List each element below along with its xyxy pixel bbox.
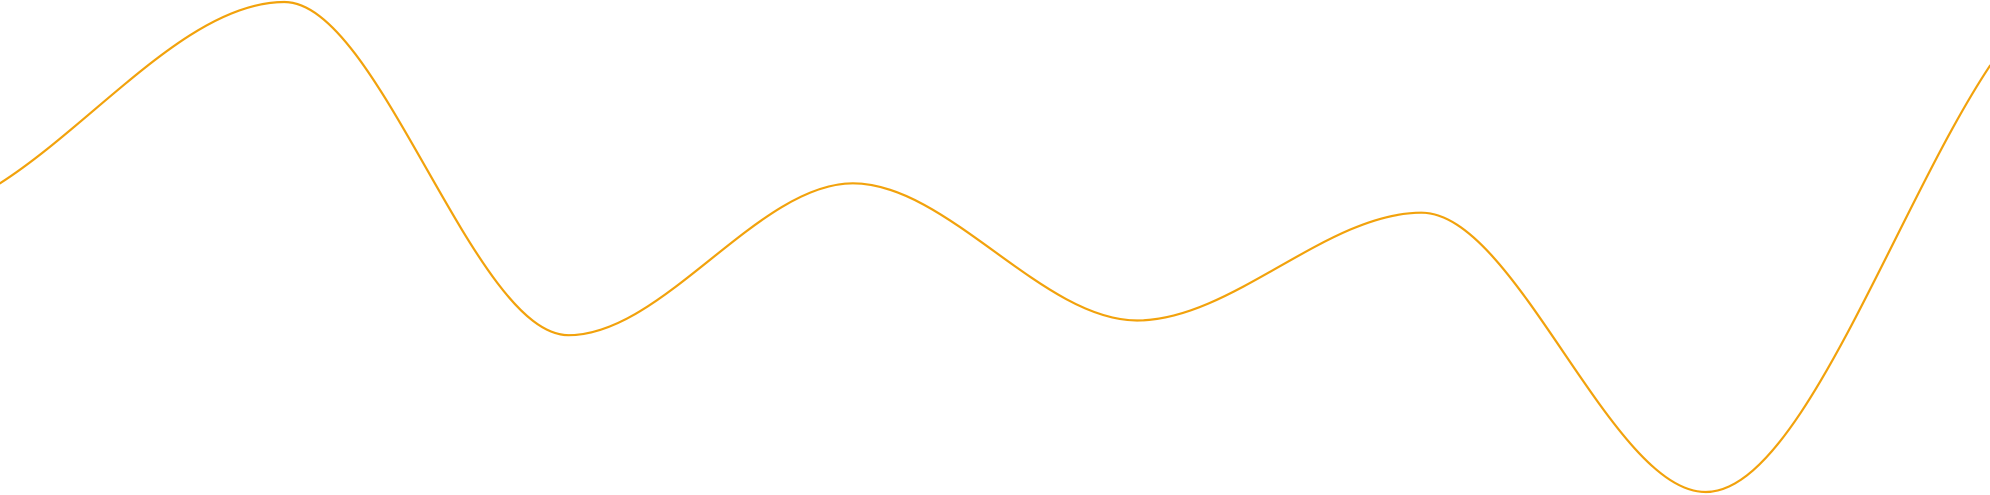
line-chart bbox=[0, 0, 1990, 494]
series-line-0 bbox=[0, 0, 1990, 494]
series-layer bbox=[0, 0, 1990, 494]
